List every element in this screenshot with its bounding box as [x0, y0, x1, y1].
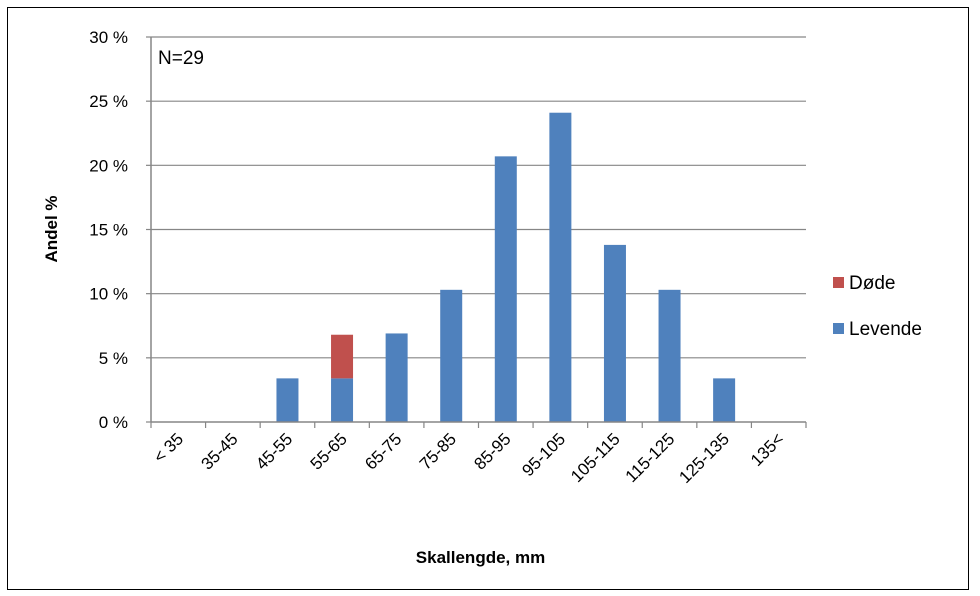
bar-levende	[440, 289, 463, 422]
bars	[276, 112, 736, 422]
x-tick-label: 125-135	[675, 429, 733, 487]
x-axis-tick-marks	[150, 422, 807, 428]
x-tick-label: 65-75	[361, 429, 405, 473]
chart-frame	[7, 7, 969, 590]
legend-label-døde: Døde	[849, 273, 895, 294]
x-tick-label: 85-95	[470, 429, 514, 473]
y-tick-label: 5 %	[99, 349, 128, 368]
bar-levende	[713, 378, 736, 422]
bar-levende	[385, 333, 408, 422]
legend-label-levende: Levende	[849, 319, 922, 340]
bar-levende	[549, 112, 572, 422]
x-tick-label: 115-125	[622, 429, 679, 486]
bar-levende	[658, 289, 681, 422]
x-tick-label: 95-105	[518, 429, 569, 480]
x-tick-label: 105-115	[567, 429, 624, 486]
sample-size-annotation: N=29	[158, 48, 204, 69]
legend: Døde Levende	[833, 273, 922, 340]
bar-levende	[331, 378, 354, 422]
y-tick-label: 20 %	[89, 156, 128, 175]
y-tick-label: 15 %	[89, 221, 128, 240]
legend-swatch-levende	[833, 323, 844, 334]
x-axis-title: Skallengde, mm	[416, 548, 545, 567]
bar-levende	[603, 244, 626, 422]
x-tick-labels: < 35 35-45 45-55 55-65 65-75 75-85 85-95 95-105…	[150, 429, 788, 487]
bar-levende	[494, 156, 517, 422]
y-tick-label: 10 %	[89, 285, 128, 304]
gridlines	[146, 36, 806, 423]
x-tick-label: 35-45	[198, 429, 242, 473]
y-tick-label: 30 %	[89, 28, 128, 47]
bar-døde	[331, 334, 354, 379]
x-tick-label: 75-85	[416, 429, 460, 473]
y-axis-title: Andel %	[42, 195, 61, 262]
x-tick-label: 135<	[747, 429, 788, 470]
legend-swatch-døde	[833, 277, 844, 288]
y-tick-label: 0 %	[99, 413, 128, 432]
x-tick-label: 45-55	[252, 429, 296, 473]
bar-levende	[276, 378, 299, 422]
x-tick-label: < 35	[150, 429, 187, 466]
x-tick-label: 55-65	[307, 429, 351, 473]
y-tick-label: 25 %	[89, 92, 128, 111]
y-tick-labels: 0 % 5 % 10 % 15 % 20 % 25 % 30 %	[89, 28, 128, 432]
